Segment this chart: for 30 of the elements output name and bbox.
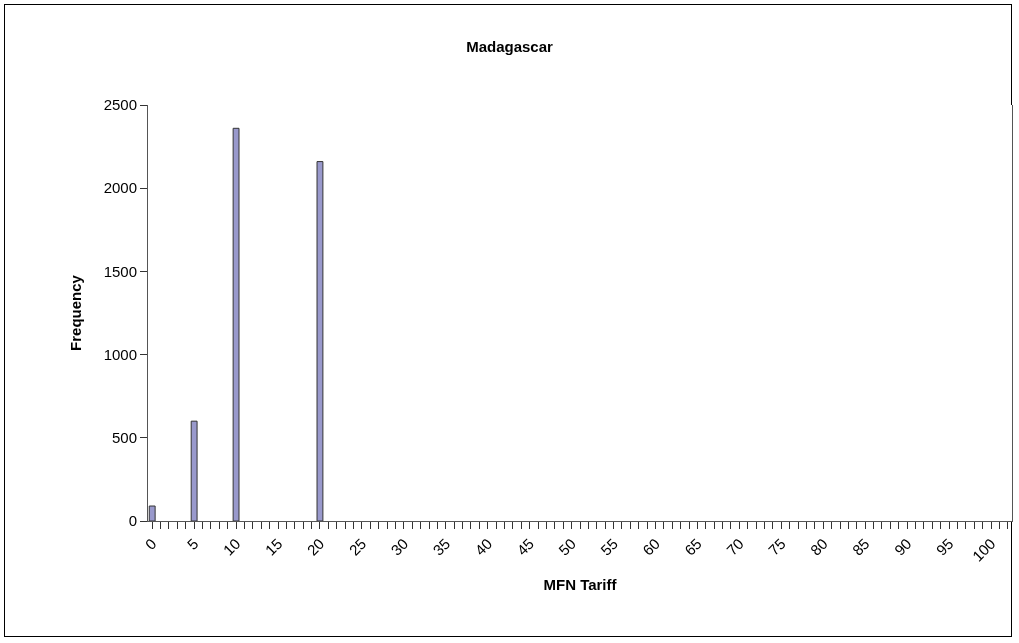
y-tick-label: 0 <box>128 512 137 530</box>
x-tick-label: 70 <box>722 534 747 559</box>
x-tick-label: 25 <box>345 534 370 559</box>
x-tick-label: 15 <box>261 534 286 559</box>
x-axis-title: MFN Tariff <box>543 575 618 593</box>
x-tick-label: 95 <box>932 534 957 559</box>
x-tick-label: 85 <box>848 534 873 559</box>
x-tick-label: 45 <box>513 534 538 559</box>
y-tick-label: 1000 <box>103 345 137 363</box>
x-tick-label: 90 <box>890 534 915 559</box>
y-tick-label: 2000 <box>103 179 137 197</box>
x-tick-label: 55 <box>597 534 621 559</box>
x-tick-label: 50 <box>555 534 580 559</box>
x-tick-label: 75 <box>764 534 789 559</box>
x-tick-label: 30 <box>387 534 412 559</box>
x-tick-label: 10 <box>219 534 244 559</box>
x-tick-label: 35 <box>429 534 454 559</box>
x-tick-label: 100 <box>968 534 999 565</box>
x-tick-label: 40 <box>471 534 496 559</box>
chart-title: Madagascar <box>466 38 554 56</box>
x-tick-label: 60 <box>639 534 663 559</box>
y-tick-label: 500 <box>111 429 137 447</box>
y-tick-label: 2500 <box>103 96 137 114</box>
y-tick-label: 1500 <box>103 262 137 280</box>
x-tick-label: 0 <box>141 534 160 553</box>
x-tick-label: 65 <box>681 534 705 559</box>
x-tick-label: 20 <box>303 534 328 559</box>
y-axis-title: Frequency <box>66 274 84 351</box>
x-tick-label: 5 <box>183 534 202 553</box>
x-tick-label: 80 <box>806 534 831 559</box>
